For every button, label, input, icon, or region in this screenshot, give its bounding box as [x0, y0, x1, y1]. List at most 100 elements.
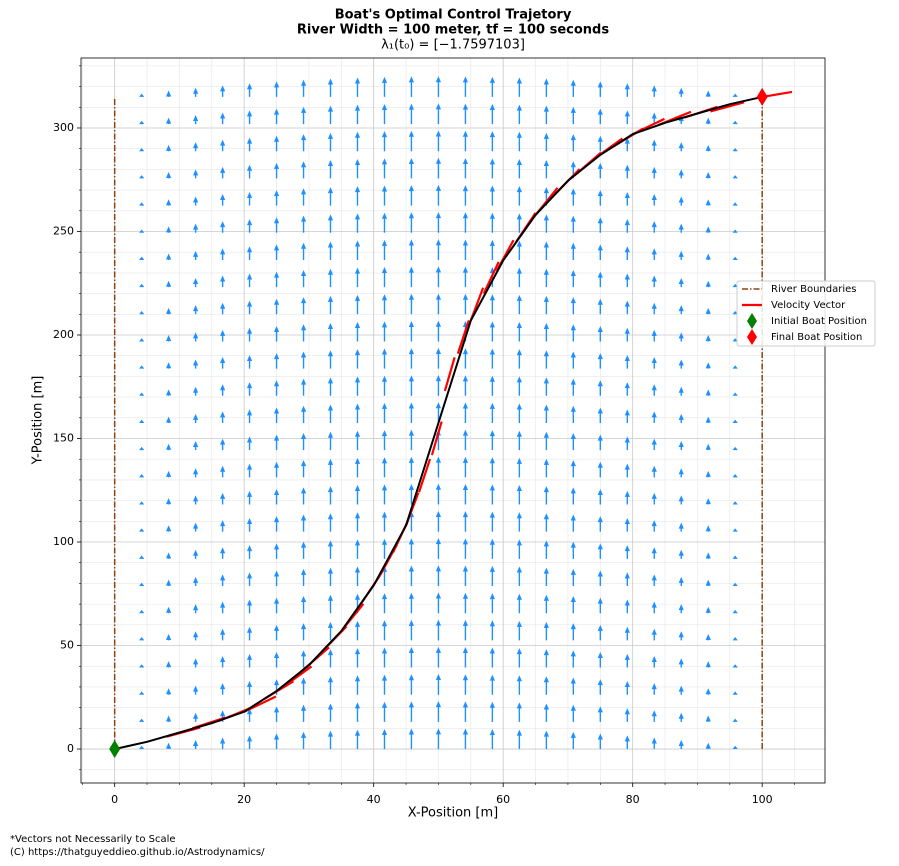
current-arrow	[273, 706, 280, 722]
current-arrow	[516, 240, 522, 260]
current-arrow	[139, 229, 145, 233]
current-arrow	[408, 320, 415, 342]
current-arrow	[300, 731, 307, 750]
current-arrow	[354, 566, 361, 587]
current-arrow	[489, 402, 495, 423]
current-arrow	[139, 120, 145, 125]
current-arrow	[489, 565, 495, 587]
current-arrow	[705, 117, 711, 125]
current-arrow	[273, 244, 280, 260]
current-arrow	[705, 389, 711, 396]
current-arrow	[193, 495, 199, 505]
current-arrow	[273, 190, 280, 206]
current-arrow	[139, 582, 145, 587]
current-arrow	[354, 104, 361, 125]
current-arrow	[408, 239, 415, 260]
current-arrow	[408, 674, 415, 695]
current-arrow	[435, 456, 442, 478]
current-arrow	[462, 565, 469, 587]
current-arrow	[166, 226, 172, 233]
current-arrow	[193, 739, 199, 750]
current-arrow	[246, 137, 253, 152]
current-arrow	[273, 325, 280, 342]
current-arrow	[327, 160, 334, 179]
current-arrow	[516, 648, 522, 668]
current-arrow	[139, 392, 145, 396]
current-arrow	[705, 280, 711, 288]
current-arrow	[166, 552, 172, 559]
current-arrow	[435, 646, 442, 668]
current-arrow	[354, 648, 361, 668]
current-arrow	[166, 280, 172, 288]
current-arrow	[516, 539, 522, 559]
current-arrow	[489, 484, 495, 505]
current-arrow	[166, 144, 172, 152]
current-arrow	[543, 160, 549, 179]
current-arrow	[462, 212, 469, 233]
y-tick-label: 250	[53, 224, 74, 237]
current-arrow	[543, 78, 549, 97]
current-arrow	[543, 105, 549, 125]
current-arrow	[732, 365, 738, 369]
current-arrow	[570, 188, 576, 206]
current-arrow	[273, 543, 280, 559]
current-arrow	[300, 106, 307, 125]
current-arrow	[354, 322, 361, 342]
current-arrow	[246, 545, 253, 559]
current-arrow	[705, 226, 711, 233]
current-arrow	[732, 582, 738, 587]
current-arrow	[220, 574, 226, 587]
current-arrow	[246, 518, 253, 532]
current-arrow	[516, 294, 522, 315]
current-arrow	[166, 606, 172, 614]
current-arrow	[543, 431, 549, 451]
current-arrow	[732, 664, 738, 668]
current-arrow	[705, 579, 711, 587]
current-arrow	[354, 702, 361, 722]
current-arrow	[300, 297, 307, 315]
current-arrow	[300, 487, 307, 505]
current-arrow	[327, 676, 334, 695]
current-arrow	[732, 120, 738, 125]
current-arrow	[166, 389, 172, 396]
current-arrow	[516, 104, 522, 125]
current-arrow	[651, 547, 657, 559]
current-arrow	[732, 338, 738, 342]
current-arrow	[597, 81, 603, 97]
current-arrow	[408, 348, 415, 369]
current-arrow	[570, 596, 576, 614]
current-arrow	[435, 619, 442, 641]
current-arrow	[597, 597, 603, 614]
current-arrow	[597, 353, 603, 369]
current-arrow	[166, 470, 172, 478]
current-arrow	[139, 446, 145, 451]
y-tick-label: 300	[53, 121, 74, 134]
current-arrow	[300, 324, 307, 342]
current-arrow	[624, 219, 630, 233]
current-arrow	[193, 576, 199, 587]
current-arrow	[732, 474, 738, 478]
current-arrow	[678, 549, 684, 559]
current-arrow	[246, 436, 253, 451]
current-arrow	[381, 728, 388, 750]
current-arrow	[516, 186, 522, 206]
current-arrow	[246, 110, 253, 125]
current-arrow	[300, 188, 307, 206]
current-arrow	[354, 620, 361, 641]
current-arrow	[570, 731, 576, 750]
current-arrow	[570, 378, 576, 396]
current-arrow	[624, 518, 630, 532]
current-arrow	[139, 609, 145, 614]
current-arrow	[327, 703, 334, 722]
current-arrow	[732, 745, 738, 750]
current-arrow	[435, 701, 442, 722]
current-arrow	[381, 267, 388, 288]
legend-symbol	[747, 329, 757, 345]
current-arrow	[543, 132, 549, 152]
current-arrow	[139, 175, 145, 179]
current-arrow	[462, 375, 469, 396]
current-arrow	[273, 434, 280, 451]
current-arrow	[220, 683, 226, 695]
current-arrow	[220, 411, 226, 423]
current-arrow	[543, 350, 549, 369]
